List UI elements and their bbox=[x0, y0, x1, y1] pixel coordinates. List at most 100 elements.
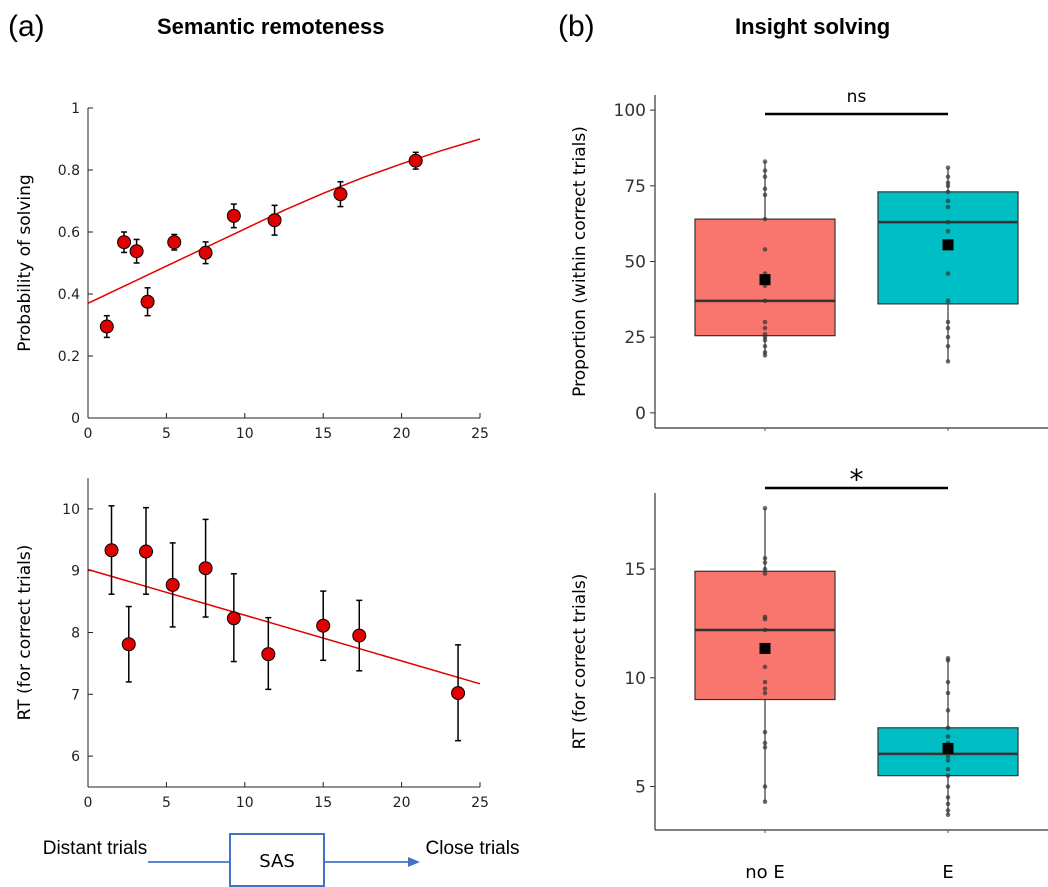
b-top-data-point bbox=[762, 298, 768, 304]
a-top-y-label: Probability of solving bbox=[15, 174, 35, 351]
a-top-point bbox=[140, 294, 155, 309]
a-top-point bbox=[99, 319, 114, 334]
a-bottom-point bbox=[451, 686, 466, 701]
b-bottom-data-point bbox=[945, 658, 951, 663]
b-bottom-data-point bbox=[762, 571, 768, 576]
b-top-data-point bbox=[945, 219, 951, 225]
b-top-data-point bbox=[762, 247, 768, 252]
b-bottom-data-point bbox=[945, 725, 951, 731]
b-bottom-category-label: no E bbox=[745, 862, 785, 883]
b-top-data-point bbox=[762, 168, 768, 173]
b-top-data-point bbox=[762, 216, 768, 222]
b-top-data-point bbox=[762, 192, 768, 198]
b-top-data-point bbox=[762, 174, 768, 180]
a-top-x-tick-label: 15 bbox=[314, 426, 332, 442]
b-bottom-data-point bbox=[762, 664, 768, 670]
b-bottom-data-point bbox=[762, 745, 768, 750]
panel-b-title: Insight solving bbox=[735, 14, 891, 39]
b-top-y-tick-label: 25 bbox=[624, 328, 646, 348]
b-bottom-data-point bbox=[762, 690, 768, 696]
a-bottom-x-tick-label: 20 bbox=[393, 795, 411, 811]
b-bottom-data-point bbox=[762, 555, 768, 561]
b-top-y-tick-label: 50 bbox=[624, 253, 646, 273]
b-top-data-point bbox=[945, 198, 951, 204]
a-bottom-point bbox=[352, 628, 367, 643]
b-top-y-label: Proportion (within correct trials) bbox=[570, 126, 590, 397]
b-bottom-data-point bbox=[762, 729, 768, 735]
a-top-x-tick-label: 25 bbox=[471, 426, 489, 442]
a-bottom-x-tick-label: 0 bbox=[84, 795, 93, 811]
flow-box bbox=[229, 833, 325, 887]
b-bottom-y-tick-label: 10 bbox=[624, 669, 646, 689]
b-bottom-data-point bbox=[945, 690, 951, 696]
b-bottom-data-point bbox=[762, 560, 768, 565]
flow-left-text: Distant trials bbox=[42, 838, 148, 859]
a-top-point bbox=[333, 187, 348, 202]
b-bottom-y-tick-label: 15 bbox=[624, 560, 646, 580]
a-top-point bbox=[117, 235, 132, 250]
b-bottom-data-point bbox=[762, 566, 768, 572]
b-top-data-point bbox=[945, 165, 951, 170]
b-top-data-point bbox=[945, 174, 951, 180]
a-bottom-y-tick-label: 6 bbox=[71, 749, 80, 765]
b-bottom-data-point bbox=[762, 799, 768, 805]
a-bottom-point bbox=[104, 543, 119, 558]
b-top-data-point bbox=[945, 359, 951, 364]
flow-arrow-head bbox=[408, 857, 420, 867]
b-top-data-point bbox=[762, 337, 768, 343]
a-top-y-tick-label: 0.2 bbox=[58, 349, 80, 365]
b-bottom-data-point bbox=[945, 784, 951, 789]
b-bottom-data-point bbox=[945, 812, 951, 818]
b-bottom-data-point bbox=[762, 627, 768, 633]
a-top-y-tick-label: 0 bbox=[71, 411, 80, 427]
b-bottom-data-point bbox=[945, 758, 951, 763]
b-top-y-tick-label: 100 bbox=[614, 101, 646, 121]
b-top-data-point bbox=[945, 204, 951, 210]
a-top-point bbox=[267, 213, 282, 228]
a-bottom-point bbox=[261, 647, 276, 662]
flow-left-label: Distant trials bbox=[40, 836, 150, 862]
b-bottom-data-point bbox=[762, 505, 768, 511]
b-top-data-point bbox=[945, 271, 951, 276]
b-bottom-data-point bbox=[945, 808, 951, 813]
b-top-data-point bbox=[945, 189, 951, 195]
b-bottom-mean-marker bbox=[759, 642, 771, 654]
b-top-mean-marker bbox=[942, 239, 954, 251]
b-bottom-data-point bbox=[945, 766, 951, 772]
b-top-data-point bbox=[762, 325, 768, 331]
b-bottom-data-point bbox=[762, 679, 768, 685]
b-bottom-data-point bbox=[945, 801, 951, 807]
a-bottom-x-tick-label: 15 bbox=[314, 795, 332, 811]
a-bottom-x-tick-label: 5 bbox=[162, 795, 171, 811]
b-bottom-data-point bbox=[762, 740, 768, 746]
b-top-data-point bbox=[945, 325, 951, 331]
flow-box-label: SAS bbox=[259, 851, 295, 872]
b-top-data-point bbox=[945, 343, 951, 349]
a-top-x-tick-label: 10 bbox=[236, 426, 254, 442]
a-top-point bbox=[198, 245, 213, 260]
a-bottom-y-tick-label: 9 bbox=[71, 564, 80, 580]
b-bottom-y-label: RT (for correct trials) bbox=[570, 574, 590, 750]
b-top-data-point bbox=[762, 353, 768, 358]
b-top-data-point bbox=[945, 183, 951, 189]
b-bottom-data-point bbox=[945, 708, 951, 713]
a-bottom-fit-line bbox=[87, 568, 481, 685]
b-top-mean-marker bbox=[759, 274, 771, 286]
a-top-point bbox=[129, 244, 144, 259]
a-bottom-point bbox=[198, 561, 213, 576]
b-top-data-point bbox=[762, 159, 768, 164]
b-bottom-data-point bbox=[945, 753, 951, 759]
a-bottom-point bbox=[121, 637, 136, 652]
b-top-data-point bbox=[945, 298, 951, 304]
b-bottom-data-point bbox=[762, 616, 768, 622]
b-top-y-tick-label: 75 bbox=[624, 177, 646, 197]
a-top-y-tick-label: 0.4 bbox=[58, 287, 80, 303]
b-top-data-point bbox=[945, 319, 951, 325]
a-bottom-x-tick-label: 25 bbox=[471, 795, 489, 811]
b-bottom-mean-marker bbox=[942, 742, 954, 754]
a-top-y-tick-label: 1 bbox=[71, 101, 80, 117]
b-bottom-data-point bbox=[762, 784, 768, 789]
panel-a-title: Semantic remoteness bbox=[157, 14, 385, 39]
a-bottom-point bbox=[139, 544, 154, 559]
